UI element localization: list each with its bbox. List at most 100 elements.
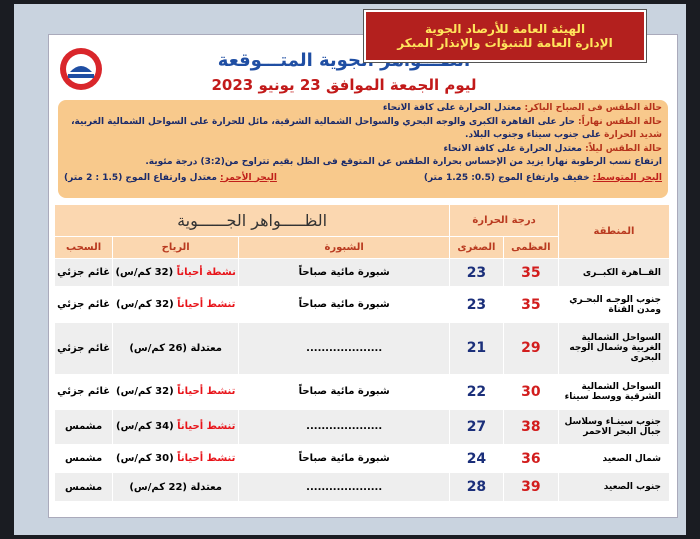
wind-desc: معتدلة [190, 481, 222, 493]
summary-text: معتدل الحرارة على كافة الانحاء [443, 143, 582, 154]
wind-speed: (32 كم/س) [116, 299, 174, 311]
wind-speed: (30 كم/س) [116, 453, 174, 465]
min-temp: 24 [449, 443, 504, 474]
summary-line: حالة الطقس ليلاً: معتدل الحرارة على كافة… [64, 143, 662, 157]
table-row: القــاهرة الكبــرى 35 23 شبورة مائية صباحاً… [53, 257, 670, 288]
region: السواحل الشمالية الشرقية ووسط سيناء [558, 373, 670, 410]
summary-line: ارتفاع نسب الرطوبة نهارا يزيد من الإحساس… [64, 156, 662, 170]
max-temp: 38 [502, 408, 560, 445]
fog: شبورة مائية صباحاً [238, 443, 451, 474]
summary-line: شديد الحرارة على جنوب سيناء وجنوب البلاد… [64, 129, 662, 143]
fog: .................... [238, 321, 451, 375]
table-row: شمال الصعيد 36 24 شبورة مائية صباحاً تنشط أح… [53, 443, 670, 474]
sea-label: البحر المتوسط: [592, 172, 662, 183]
date: ليوم الجمعة الموافق 23 يونيو 2023 [211, 76, 477, 94]
summary-line: حالة الطقس نهاراً: حار على القاهرة الكبر… [64, 116, 662, 130]
wind: تنشط أحياناً (30 كم/س) [112, 443, 240, 474]
wind-speed: (32 كم/س) [116, 386, 174, 398]
header-cell: المنطقة [558, 204, 670, 259]
region: شمال الصعيد [558, 443, 670, 474]
max-temp: 35 [502, 257, 560, 288]
wind-desc: نشطة أحياناً [176, 267, 236, 279]
wind-speed: (34 كم/س) [116, 421, 174, 433]
header-cell: الظـــــواهر الجــــــوية [53, 204, 451, 237]
region: جنوب الوجـه البحـري ومدن القناة [558, 286, 670, 323]
clouds: مشمس [53, 472, 114, 502]
sea-item: البحر الأحمر: معتدل وارتفاع الموج (1.5 :… [64, 172, 277, 186]
fog: .................... [238, 472, 451, 502]
wind: نشطة أحياناً (32 كم/س) [112, 257, 240, 288]
sea-text: معتدل وارتفاع الموج (1.5 : 2 متر) [64, 172, 217, 183]
summary-label: حالة الطقس ليلاً: [585, 143, 662, 154]
table-body: القــاهرة الكبــرى 35 23 شبورة مائية صباحاً… [53, 257, 670, 502]
summary-text: على جنوب سيناء وجنوب البلاد. [465, 130, 601, 140]
wind: تنشط أحياناً (32 كم/س) [112, 286, 240, 323]
region: جنوب الصعيد [558, 472, 670, 502]
wind-desc: تنشط أحياناً [177, 299, 236, 311]
min-temp: 23 [449, 286, 504, 323]
clouds: غائم جزئي [53, 321, 114, 375]
min-temp: 28 [449, 472, 504, 502]
max-temp: 39 [502, 472, 560, 502]
wind-desc: معتدلة [190, 342, 222, 354]
org-box: الهيئة العامة للأرصاد الجوية الإدارة الع… [363, 9, 647, 63]
table-row: جنوب سينـاء وسلاسل جبال البحر الاحمر 38 27… [53, 408, 670, 445]
summary-text: ارتفاع نسب الرطوبة نهارا يزيد من الإحساس… [145, 157, 662, 167]
summary-line: حالة الطقس فى الصباح الباكر: معتدل الحرا… [64, 102, 662, 116]
logo [60, 48, 102, 90]
max-temp: 35 [502, 286, 560, 323]
fog: شبورة مائية صباحاً [238, 257, 451, 288]
summary-text: معتدل الحرارة على كافة الانحاء [382, 103, 522, 113]
region: السواحل الشمالية الغربية وشمال الوجه الب… [558, 321, 670, 375]
wind-speed: (22 كم/س) [129, 481, 187, 493]
fog: .................... [238, 408, 451, 445]
wind-desc: تنشط أحياناً [177, 453, 236, 465]
header-cell: الرياح [112, 236, 240, 259]
header-cell: السحب [53, 236, 114, 259]
wind-speed: (26 كم/س) [129, 342, 187, 354]
frame: الهيئة العامة للأرصاد الجوية الإدارة الع… [14, 4, 686, 535]
header-cell: الصغرى [449, 236, 504, 259]
sea-text: خفيف وارتفاع الموج (0.5: 1.25 متر) [423, 172, 590, 183]
table-row: السواحل الشمالية الغربية وشمال الوجه الب… [53, 321, 670, 375]
sea-label: البحر الأحمر: [220, 172, 277, 183]
wind: تنشط أحياناً (32 كم/س) [112, 373, 240, 410]
min-temp: 27 [449, 408, 504, 445]
wind-desc: تنشط أحياناً [177, 421, 236, 433]
sea-state: البحر المتوسط: خفيف وارتفاع الموج (0.5: … [64, 172, 662, 186]
clouds: مشمس [53, 408, 114, 445]
clouds: غائم جزئي [53, 373, 114, 410]
fog: شبورة مائية صباحاً [238, 286, 451, 323]
header-cell: درجة الحرارة [449, 204, 559, 237]
max-temp: 30 [502, 373, 560, 410]
fog: شبورة مائية صباحاً [238, 373, 451, 410]
forecast-table: المنطقة درجة الحرارة الظـــــواهر الجـــ… [53, 204, 670, 502]
org-line: الهيئة العامة للأرصاد الجوية [424, 22, 586, 36]
max-temp: 36 [502, 443, 560, 474]
wind: معتدلة (22 كم/س) [112, 472, 240, 502]
clouds: غائم جزئي [53, 257, 114, 288]
max-temp: 29 [502, 321, 560, 375]
wind-speed: (32 كم/س) [115, 267, 174, 279]
summary-text: حار على القاهرة الكبرى والوجه البحري وال… [71, 116, 575, 127]
min-temp: 23 [449, 257, 504, 288]
table-row: جنوب الصعيد 39 28.................... معتدل… [53, 472, 670, 502]
org-line: الإدارة العامة للتنبؤات والإنذار المبكر [397, 36, 613, 50]
region: القــاهرة الكبــرى [558, 257, 670, 288]
wind-desc: تنشط أحياناً [177, 386, 236, 398]
table-row: جنوب الوجـه البحـري ومدن القناة 35 23 شبورة… [53, 286, 670, 323]
table-row: السواحل الشمالية الشرقية ووسط سيناء 30 22 ش… [53, 373, 670, 410]
clouds: مشمس [53, 443, 114, 474]
min-temp: 22 [449, 373, 504, 410]
summary-label: شديد الحرارة [604, 130, 662, 140]
summary-label: حالة الطقس فى الصباح الباكر: [524, 103, 663, 113]
clouds: غائم جزئي [53, 286, 114, 323]
header-cell: العظمى [502, 236, 560, 259]
wind: تنشط أحياناً (34 كم/س) [112, 408, 240, 445]
header-cell: الشبورة [238, 236, 451, 259]
region: جنوب سينـاء وسلاسل جبال البحر الاحمر [558, 408, 670, 445]
sea-item: البحر المتوسط: خفيف وارتفاع الموج (0.5: … [424, 172, 662, 186]
summary-label: حالة الطقس نهاراً: [578, 116, 662, 127]
summary-box: حالة الطقس فى الصباح الباكر: معتدل الحرا… [58, 100, 668, 198]
